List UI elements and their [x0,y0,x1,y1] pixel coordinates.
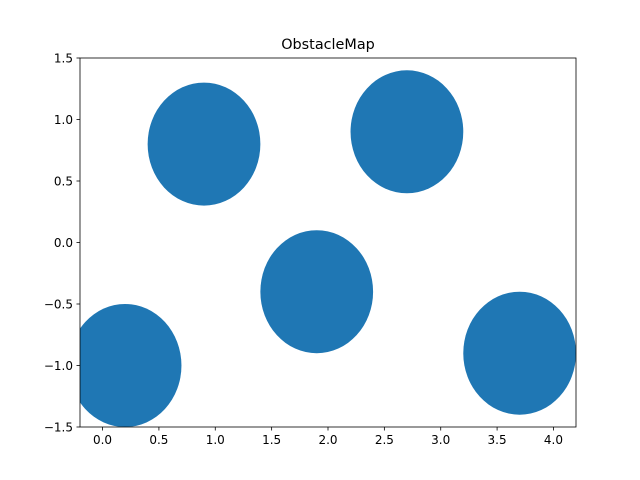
y-tick-label: −1.5 [44,421,73,435]
x-tick-label: 3.5 [488,433,507,447]
x-tick-label: 1.5 [262,433,281,447]
obstacle-circle [351,70,464,193]
y-tick-label: 1.5 [54,52,73,66]
y-tick-label: 1.0 [54,113,73,127]
x-tick-label: 2.5 [375,433,394,447]
obstacle-circle [463,292,576,415]
x-tick-label: 4.0 [544,433,563,447]
x-tick-label: 0.5 [149,433,168,447]
obstacle-circle [260,230,373,353]
y-tick-label: 0.0 [54,236,73,250]
x-tick-label: 2.0 [318,433,337,447]
obstacle-circle [69,304,182,427]
obstacle-circle [148,83,261,206]
y-tick-label: −1.0 [44,359,73,373]
y-tick-label: −0.5 [44,298,73,312]
x-tick-label: 0.0 [93,433,112,447]
y-tick-label: 0.5 [54,175,73,189]
chart-title: ObstacleMap [281,37,375,53]
x-tick-label: 1.0 [206,433,225,447]
x-tick-label: 3.0 [431,433,450,447]
